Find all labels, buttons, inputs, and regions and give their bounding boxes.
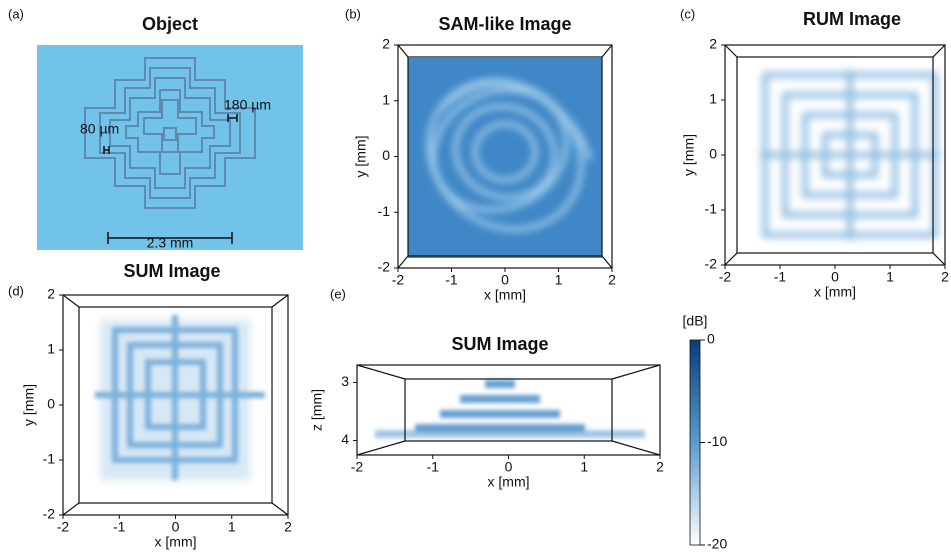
- x-tick-label: 1: [555, 272, 563, 288]
- y-tick-label: 1: [709, 91, 717, 107]
- object-photo: 180 µm 80 µm 2.3 mm: [37, 45, 303, 251]
- y-tick-label: 4: [341, 431, 349, 447]
- rum-image: [760, 70, 940, 240]
- colorbar: [689, 339, 701, 546]
- colorbar-label: [dB]: [683, 313, 708, 329]
- chart-title: SUM Image: [451, 334, 548, 354]
- box-inner: [404, 378, 613, 442]
- x-tick-label: 2: [284, 519, 292, 535]
- y-axis-label: y [mm]: [681, 134, 697, 176]
- x-tick-label: 0: [831, 269, 839, 285]
- sam-image: [408, 58, 602, 258]
- box-edge: [271, 294, 289, 308]
- colorbar-tick-label: -10: [707, 433, 727, 449]
- y-tick-label: 2: [382, 36, 390, 52]
- x-tick-label: 2: [656, 459, 664, 475]
- box-edge: [397, 44, 409, 58]
- x-axis-label: x [mm]: [814, 284, 856, 300]
- annotation: 180 µm: [224, 97, 271, 113]
- y-tick-label: 2: [709, 36, 717, 52]
- panel-label: (e): [330, 286, 346, 301]
- box-edge: [611, 364, 661, 380]
- chart-title: Object: [142, 14, 198, 34]
- y-axis-label: z [mm]: [309, 389, 325, 431]
- x-tick-label: -2: [57, 519, 70, 535]
- y-tick-label: -1: [705, 201, 718, 217]
- photo-pattern: [84, 57, 256, 209]
- box-edge: [724, 252, 738, 266]
- box-inner: [736, 56, 934, 254]
- y-tick-label: 0: [47, 396, 55, 412]
- photo-background: [37, 45, 303, 250]
- y-tick-label: -1: [43, 451, 56, 467]
- panel-label: (a): [8, 6, 24, 21]
- x-tick-label: -2: [719, 269, 732, 285]
- x-tick-label: 1: [886, 269, 894, 285]
- colorbar-tick-label: 0: [707, 331, 715, 347]
- x-tick-label: -1: [445, 272, 458, 288]
- scale-bars: [103, 114, 238, 244]
- y-axis-label: y [mm]: [21, 384, 37, 426]
- chart-title: RUM Image: [803, 9, 901, 29]
- annotation: 2.3 mm: [147, 235, 194, 251]
- box-edge: [62, 502, 80, 516]
- x-tick-label: -1: [113, 519, 126, 535]
- x-tick-label: 2: [941, 269, 949, 285]
- chart-title: SAM-like Image: [438, 14, 571, 34]
- box-inner: [407, 56, 603, 257]
- box-inner: [78, 306, 273, 504]
- panel-label: (c): [680, 6, 695, 21]
- x-axis-label: x [mm]: [155, 534, 197, 550]
- sum-image-side: [375, 380, 645, 438]
- x-tick-label: -2: [392, 272, 405, 288]
- panel-label: (d): [8, 283, 24, 298]
- y-tick-label: -2: [705, 256, 718, 272]
- box-edge: [611, 440, 661, 456]
- box-edge: [356, 364, 406, 380]
- box-edge: [271, 502, 289, 516]
- box-edge: [62, 294, 80, 308]
- y-tick-label: -2: [378, 259, 391, 275]
- box-edge: [601, 44, 613, 58]
- x-tick-label: 1: [580, 459, 588, 475]
- x-axis-label: x [mm]: [488, 474, 530, 490]
- x-tick-label: 0: [501, 272, 509, 288]
- sum-image-top: [95, 315, 265, 480]
- x-tick-label: -1: [774, 269, 787, 285]
- panel-label: (b): [345, 6, 361, 21]
- box-edge: [932, 252, 946, 266]
- box-edge: [356, 440, 406, 456]
- chart-title: SUM Image: [123, 261, 220, 281]
- y-tick-label: 1: [382, 91, 390, 107]
- colorbar-tick-label: -20: [707, 536, 727, 552]
- y-tick-label: 3: [341, 373, 349, 389]
- box-edge: [724, 44, 738, 58]
- x-tick-label: 2: [608, 272, 616, 288]
- x-axis-label: x [mm]: [484, 287, 526, 303]
- y-tick-label: 0: [709, 146, 717, 162]
- x-tick-label: 1: [228, 519, 236, 535]
- x-tick-label: -2: [351, 459, 364, 475]
- x-tick-label: -1: [427, 459, 440, 475]
- y-tick-label: 1: [47, 341, 55, 357]
- y-tick-label: 2: [47, 286, 55, 302]
- annotation: 80 µm: [80, 121, 119, 137]
- y-tick-label: -2: [43, 506, 56, 522]
- y-axis-label: y [mm]: [353, 136, 369, 178]
- box-edge: [397, 255, 409, 269]
- y-tick-label: -1: [378, 203, 391, 219]
- x-tick-label: 0: [172, 519, 180, 535]
- y-tick-label: 0: [382, 147, 390, 163]
- box-edge: [932, 44, 946, 58]
- x-tick-label: 0: [505, 459, 513, 475]
- box-edge: [601, 255, 613, 269]
